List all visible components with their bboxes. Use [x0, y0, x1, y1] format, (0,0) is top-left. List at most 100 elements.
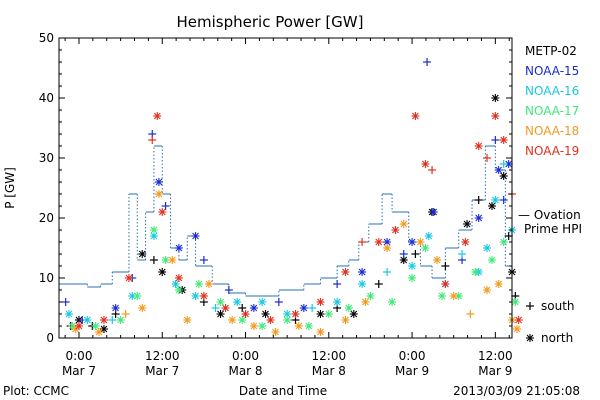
- data-point-north: [249, 322, 258, 330]
- marker-stroke: [300, 304, 308, 312]
- legend-entry: METP-02: [525, 44, 577, 58]
- x-tick-label-time: 12:00: [145, 349, 180, 363]
- data-point-north: [408, 262, 417, 270]
- marker-stroke: [92, 322, 100, 330]
- data-point-north: [149, 232, 158, 240]
- data-point-north: [474, 142, 483, 150]
- y-tick-label: 20: [39, 211, 54, 225]
- data-point-south: [441, 262, 450, 270]
- data-point-north: [154, 178, 163, 186]
- data-point-north: [171, 280, 180, 288]
- x-tick-label-date: Mar 7: [62, 364, 96, 378]
- marker-stroke: [483, 286, 491, 294]
- footer-timestamp: 2013/03/09 21:05:08: [453, 384, 580, 398]
- x-tick-label-date: Mar 9: [478, 364, 512, 378]
- marker-stroke: [400, 220, 408, 228]
- x-tick-label-date: Mar 9: [395, 364, 429, 378]
- data-point-south: [399, 250, 408, 258]
- marker-stroke: [192, 232, 199, 240]
- data-point-north: [221, 304, 230, 312]
- data-point-north: [421, 160, 430, 168]
- ovation-prime-hpi-line: [59, 145, 513, 297]
- data-point-north: [388, 298, 397, 306]
- data-point-north: [261, 310, 270, 318]
- data-point-north: [408, 274, 417, 282]
- marker-stroke: [217, 298, 224, 306]
- data-point-north: [124, 274, 133, 282]
- data-point-north: [174, 286, 183, 294]
- marker-stroke: [463, 220, 471, 228]
- data-point-north: [399, 220, 408, 228]
- data-point-south: [383, 268, 392, 276]
- data-point-north: [258, 322, 267, 330]
- marker-stroke: [112, 304, 120, 312]
- marker-stroke: [195, 280, 203, 288]
- marker-stroke: [317, 328, 324, 336]
- marker-stroke: [400, 256, 408, 264]
- marker-stroke: [155, 190, 163, 198]
- x-tick-label-time: 12:00: [312, 349, 347, 363]
- data-point-north: [154, 190, 163, 198]
- marker-stroke: [183, 316, 191, 324]
- data-point-south: [308, 304, 317, 312]
- marker-stroke: [358, 280, 366, 288]
- data-point-north: [194, 280, 203, 288]
- data-point-south: [149, 256, 158, 264]
- data-point-north: [199, 292, 208, 300]
- marker-stroke: [515, 316, 523, 324]
- marker-stroke: [317, 298, 324, 306]
- legend-marker-label: south: [541, 299, 575, 313]
- data-point-north: [149, 226, 158, 234]
- data-point-north: [358, 268, 367, 276]
- marker-stroke: [495, 166, 503, 174]
- data-point-south: [499, 160, 508, 168]
- data-point-north: [174, 244, 183, 252]
- data-point-north: [266, 316, 275, 324]
- marker-stroke: [238, 316, 246, 324]
- y-tick-label: 50: [39, 31, 54, 45]
- marker-stroke: [505, 160, 513, 168]
- marker-stroke: [262, 310, 269, 318]
- data-point-north: [488, 256, 497, 264]
- data-point-north: [341, 268, 350, 276]
- data-point-south: [466, 310, 475, 318]
- data-point-north: [228, 316, 237, 324]
- marker-stroke: [350, 310, 358, 318]
- data-point-north: [424, 232, 433, 240]
- data-point-north: [316, 298, 325, 306]
- marker-stroke: [412, 112, 419, 120]
- data-point-north: [83, 316, 92, 324]
- data-point-north: [474, 214, 483, 222]
- x-tick-label-time: 0:00: [66, 349, 93, 363]
- data-point-north: [499, 172, 508, 180]
- marker-stroke: [155, 178, 163, 186]
- legend: METP-02 NOAA-15 NOAA-16 NOAA-17 NOAA-18 NOAA-…: [525, 44, 579, 158]
- marker-stroke: [500, 136, 508, 144]
- data-point-south: [491, 136, 500, 144]
- marker-stroke: [125, 274, 133, 282]
- marker-stroke: [383, 244, 391, 252]
- data-point-south: [211, 304, 220, 312]
- marker-stroke: [317, 310, 324, 318]
- data-point-north: [241, 310, 250, 318]
- marker-stroke: [222, 304, 229, 312]
- data-point-north: [374, 238, 383, 246]
- data-point-north: [494, 166, 503, 174]
- marker-stroke: [192, 292, 199, 300]
- marker-stroke: [345, 304, 353, 312]
- marker-stroke: [526, 334, 534, 342]
- data-point-north: [271, 328, 280, 336]
- data-point-north: [512, 325, 521, 333]
- x-axis-label: Date and Time: [239, 384, 327, 398]
- data-point-north: [324, 310, 333, 318]
- data-point-north: [133, 292, 142, 300]
- data-point-north: [433, 256, 442, 264]
- y-tick-label: 0: [46, 331, 54, 345]
- marker-stroke: [95, 328, 103, 336]
- marker-stroke: [68, 322, 76, 330]
- data-point-north: [488, 202, 497, 210]
- marker-stroke: [388, 298, 396, 306]
- marker-stroke: [205, 280, 213, 288]
- marker-stroke: [100, 325, 108, 333]
